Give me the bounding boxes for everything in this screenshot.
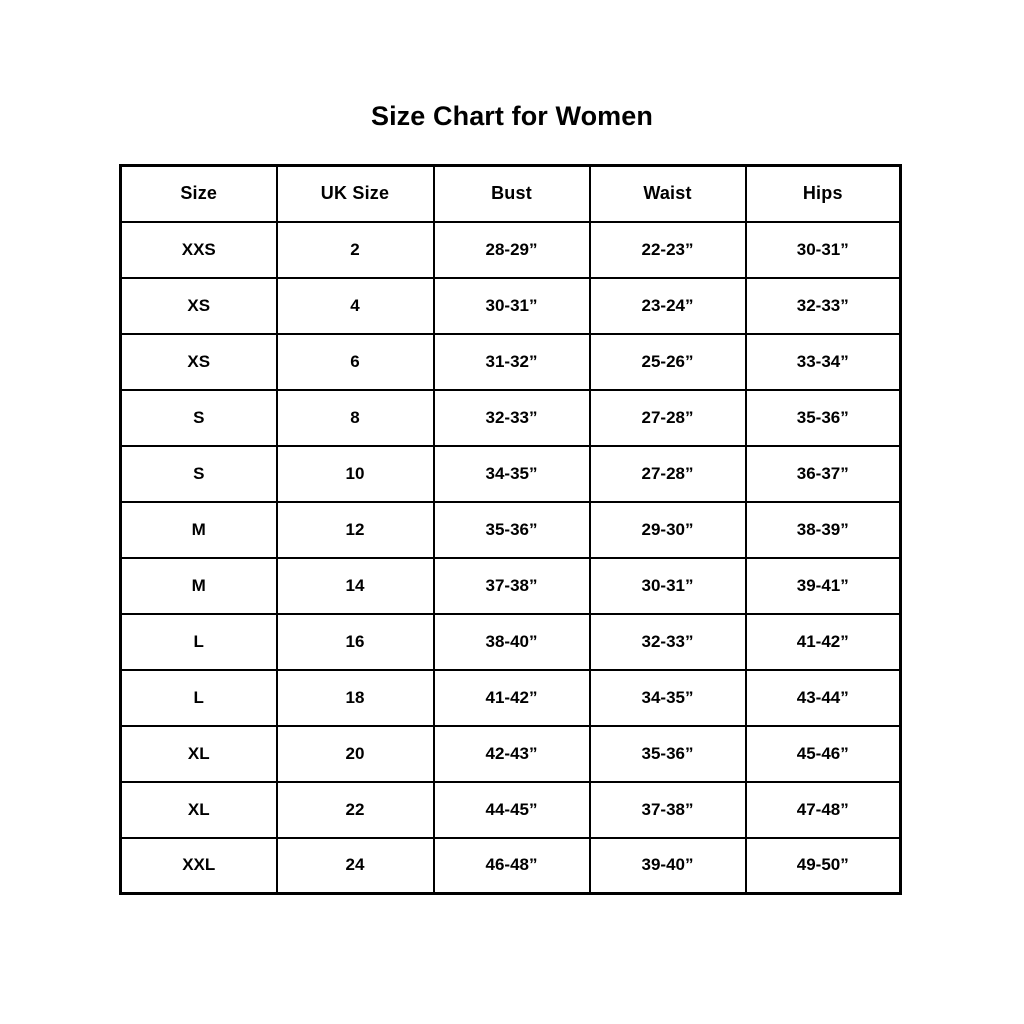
cell-bust: 41-42”	[432, 668, 591, 727]
cell-hips: 43-44”	[744, 668, 902, 727]
cell-hips: 49-50”	[744, 836, 902, 895]
table-row: M 14 37-38” 30-31” 39-41”	[119, 556, 902, 615]
cell-hips: 38-39”	[744, 500, 902, 559]
cell-uk-size: 10	[275, 444, 435, 503]
size-table-container: Size UK Size Bust Waist Hips XXS 2 28-29” 2…	[119, 164, 902, 895]
cell-size: M	[119, 556, 278, 615]
column-header-hips: Hips	[744, 164, 902, 223]
cell-hips: 33-34”	[744, 332, 902, 391]
table-row: S 8 32-33” 27-28” 35-36”	[119, 388, 902, 447]
column-header-uk-size: UK Size	[275, 164, 435, 223]
table-row: XL 20 42-43” 35-36” 45-46”	[119, 724, 902, 783]
cell-bust: 35-36”	[432, 500, 591, 559]
cell-size: XXS	[119, 220, 278, 279]
cell-waist: 34-35”	[588, 668, 747, 727]
size-chart-table: Size UK Size Bust Waist Hips XXS 2 28-29” 2…	[119, 164, 902, 895]
cell-bust: 28-29”	[432, 220, 591, 279]
cell-waist: 30-31”	[588, 556, 747, 615]
cell-uk-size: 14	[275, 556, 435, 615]
cell-size: M	[119, 500, 278, 559]
cell-bust: 30-31”	[432, 276, 591, 335]
cell-bust: 38-40”	[432, 612, 591, 671]
cell-hips: 39-41”	[744, 556, 902, 615]
cell-waist: 37-38”	[588, 780, 747, 839]
cell-waist: 32-33”	[588, 612, 747, 671]
table-header-row: Size UK Size Bust Waist Hips	[119, 164, 902, 223]
page-title: Size Chart for Women	[370, 101, 654, 131]
column-header-waist: Waist	[588, 164, 747, 223]
cell-uk-size: 22	[275, 780, 435, 839]
cell-size: L	[119, 612, 278, 671]
table-row: L 16 38-40” 32-33” 41-42”	[119, 612, 902, 671]
cell-waist: 35-36”	[588, 724, 747, 783]
cell-uk-size: 8	[275, 388, 435, 447]
cell-size: L	[119, 668, 278, 727]
cell-waist: 22-23”	[588, 220, 747, 279]
cell-size: XL	[119, 724, 278, 783]
cell-uk-size: 24	[275, 836, 435, 895]
table-row: XS 6 31-32” 25-26” 33-34”	[119, 332, 902, 391]
cell-size: XL	[119, 780, 278, 839]
cell-size: XS	[119, 276, 278, 335]
cell-hips: 35-36”	[744, 388, 902, 447]
cell-uk-size: 6	[275, 332, 435, 391]
table-row: XL 22 44-45” 37-38” 47-48”	[119, 780, 902, 839]
cell-uk-size: 4	[275, 276, 435, 335]
cell-size: S	[119, 444, 278, 503]
cell-bust: 42-43”	[432, 724, 591, 783]
table-row: XS 4 30-31” 23-24” 32-33”	[119, 276, 902, 335]
column-header-bust: Bust	[432, 164, 591, 223]
cell-uk-size: 18	[275, 668, 435, 727]
cell-hips: 30-31”	[744, 220, 902, 279]
cell-bust: 32-33”	[432, 388, 591, 447]
cell-hips: 47-48”	[744, 780, 902, 839]
cell-uk-size: 20	[275, 724, 435, 783]
table-header: Size UK Size Bust Waist Hips	[119, 164, 902, 223]
cell-uk-size: 16	[275, 612, 435, 671]
table-body: XXS 2 28-29” 22-23” 30-31” XS 4 30-31” 23-24” 32-…	[119, 220, 902, 895]
cell-waist: 29-30”	[588, 500, 747, 559]
table-row: M 12 35-36” 29-30” 38-39”	[119, 500, 902, 559]
cell-size: S	[119, 388, 278, 447]
cell-bust: 46-48”	[432, 836, 591, 895]
cell-hips: 32-33”	[744, 276, 902, 335]
column-header-size: Size	[119, 164, 278, 223]
table-row: XXL 24 46-48” 39-40” 49-50”	[119, 836, 902, 895]
cell-waist: 27-28”	[588, 444, 747, 503]
table-row: S 10 34-35” 27-28” 36-37”	[119, 444, 902, 503]
cell-bust: 37-38”	[432, 556, 591, 615]
cell-bust: 44-45”	[432, 780, 591, 839]
table-row: XXS 2 28-29” 22-23” 30-31”	[119, 220, 902, 279]
cell-waist: 23-24”	[588, 276, 747, 335]
table-row: L 18 41-42” 34-35” 43-44”	[119, 668, 902, 727]
cell-bust: 34-35”	[432, 444, 591, 503]
cell-hips: 45-46”	[744, 724, 902, 783]
cell-bust: 31-32”	[432, 332, 591, 391]
cell-size: XS	[119, 332, 278, 391]
cell-hips: 41-42”	[744, 612, 902, 671]
cell-waist: 39-40”	[588, 836, 747, 895]
cell-waist: 27-28”	[588, 388, 747, 447]
cell-size: XXL	[119, 836, 278, 895]
cell-hips: 36-37”	[744, 444, 902, 503]
cell-uk-size: 12	[275, 500, 435, 559]
cell-uk-size: 2	[275, 220, 435, 279]
cell-waist: 25-26”	[588, 332, 747, 391]
